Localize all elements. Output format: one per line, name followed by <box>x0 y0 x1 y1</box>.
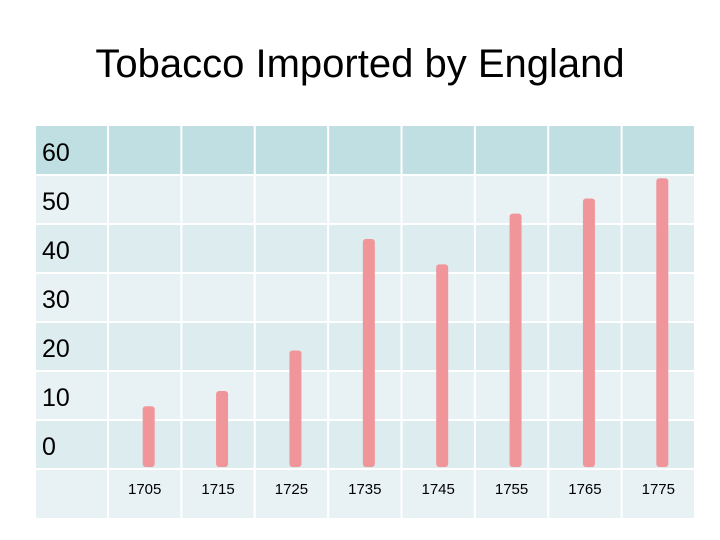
bar <box>362 239 375 467</box>
x-tick-label: 1715 <box>201 481 234 498</box>
bar <box>582 198 595 467</box>
x-tick-label: 1755 <box>495 481 528 498</box>
bar <box>436 264 449 467</box>
x-tick-label: 1775 <box>642 481 675 498</box>
x-tick-label: 1705 <box>128 481 161 498</box>
y-tick-label: 10 <box>42 384 70 412</box>
y-tick-label: 60 <box>42 139 70 167</box>
grid-row <box>36 126 695 175</box>
y-tick-label: 0 <box>42 433 56 461</box>
y-tick-label: 30 <box>42 286 70 314</box>
bar <box>289 350 302 467</box>
grid-row <box>36 175 695 224</box>
y-tick-label: 40 <box>42 237 70 265</box>
x-tick-label: 1735 <box>348 481 381 498</box>
bar <box>142 406 155 467</box>
bar <box>509 213 522 467</box>
y-tick-label: 50 <box>42 188 70 216</box>
bar <box>216 391 229 467</box>
x-tick-label: 1725 <box>275 481 308 498</box>
chart-title: Tobacco Imported by England <box>95 42 625 86</box>
grid-row <box>36 469 695 518</box>
x-tick-label: 1765 <box>568 481 601 498</box>
bar <box>656 178 669 467</box>
y-tick-label: 20 <box>42 335 70 363</box>
x-tick-label: 1745 <box>422 481 455 498</box>
